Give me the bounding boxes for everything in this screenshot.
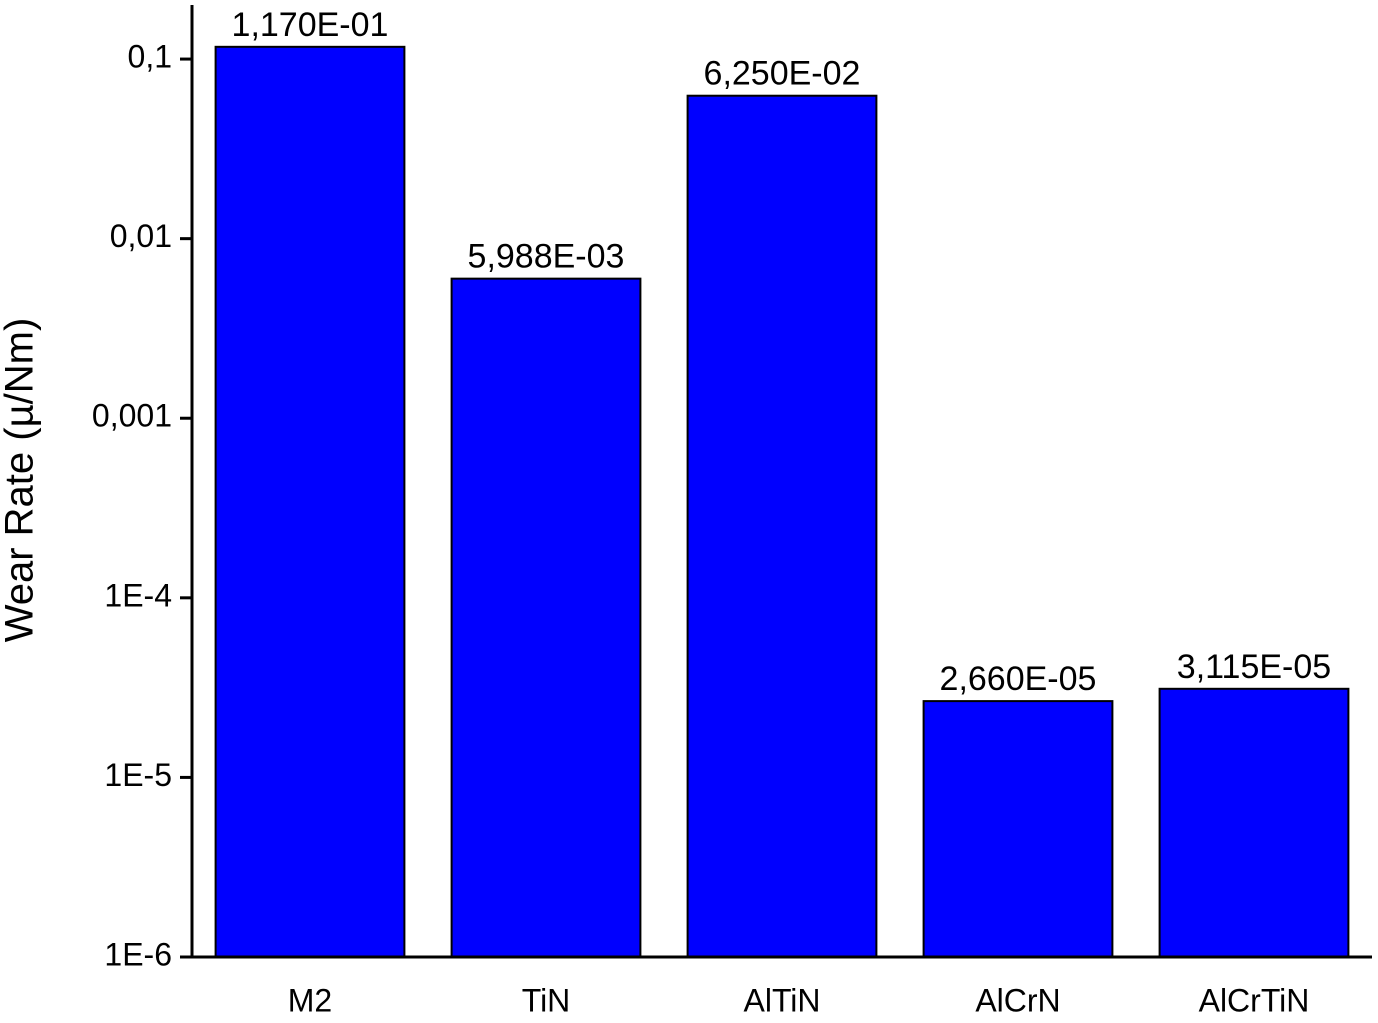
bar [686,94,878,958]
x-tick-label: M2 [288,982,332,1018]
value-label: 6,250E-02 [704,55,861,93]
x-tick-label: AlCrTiN [1199,982,1310,1018]
value-label: 5,988E-03 [468,238,625,276]
y-tick-label: 1E-4 [104,577,172,613]
value-label: 1,170E-01 [232,6,389,44]
bar [214,45,406,958]
bar [1158,687,1350,958]
value-label: 3,115E-05 [1177,648,1331,686]
bar [922,700,1114,958]
x-tick-label: AlTiN [743,982,820,1018]
y-tick-label: 0,001 [92,398,172,434]
y-axis-label: Wear Rate (µ/Nm) [0,318,42,643]
y-tick-label: 0,01 [110,218,172,254]
x-tick-label: TiN [522,982,571,1018]
x-tick-label: AlCrN [975,982,1060,1018]
y-tick-label: 1E-6 [104,936,172,972]
y-tick-label: 0,1 [128,39,172,75]
y-tick-label: 1E-5 [104,757,172,793]
bar [450,277,642,958]
value-label: 2,660E-05 [940,660,1097,698]
